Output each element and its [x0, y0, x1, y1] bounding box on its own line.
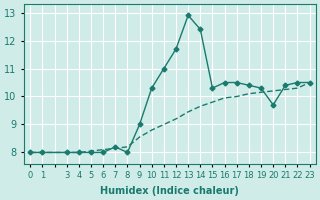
X-axis label: Humidex (Indice chaleur): Humidex (Indice chaleur) [100, 186, 239, 196]
